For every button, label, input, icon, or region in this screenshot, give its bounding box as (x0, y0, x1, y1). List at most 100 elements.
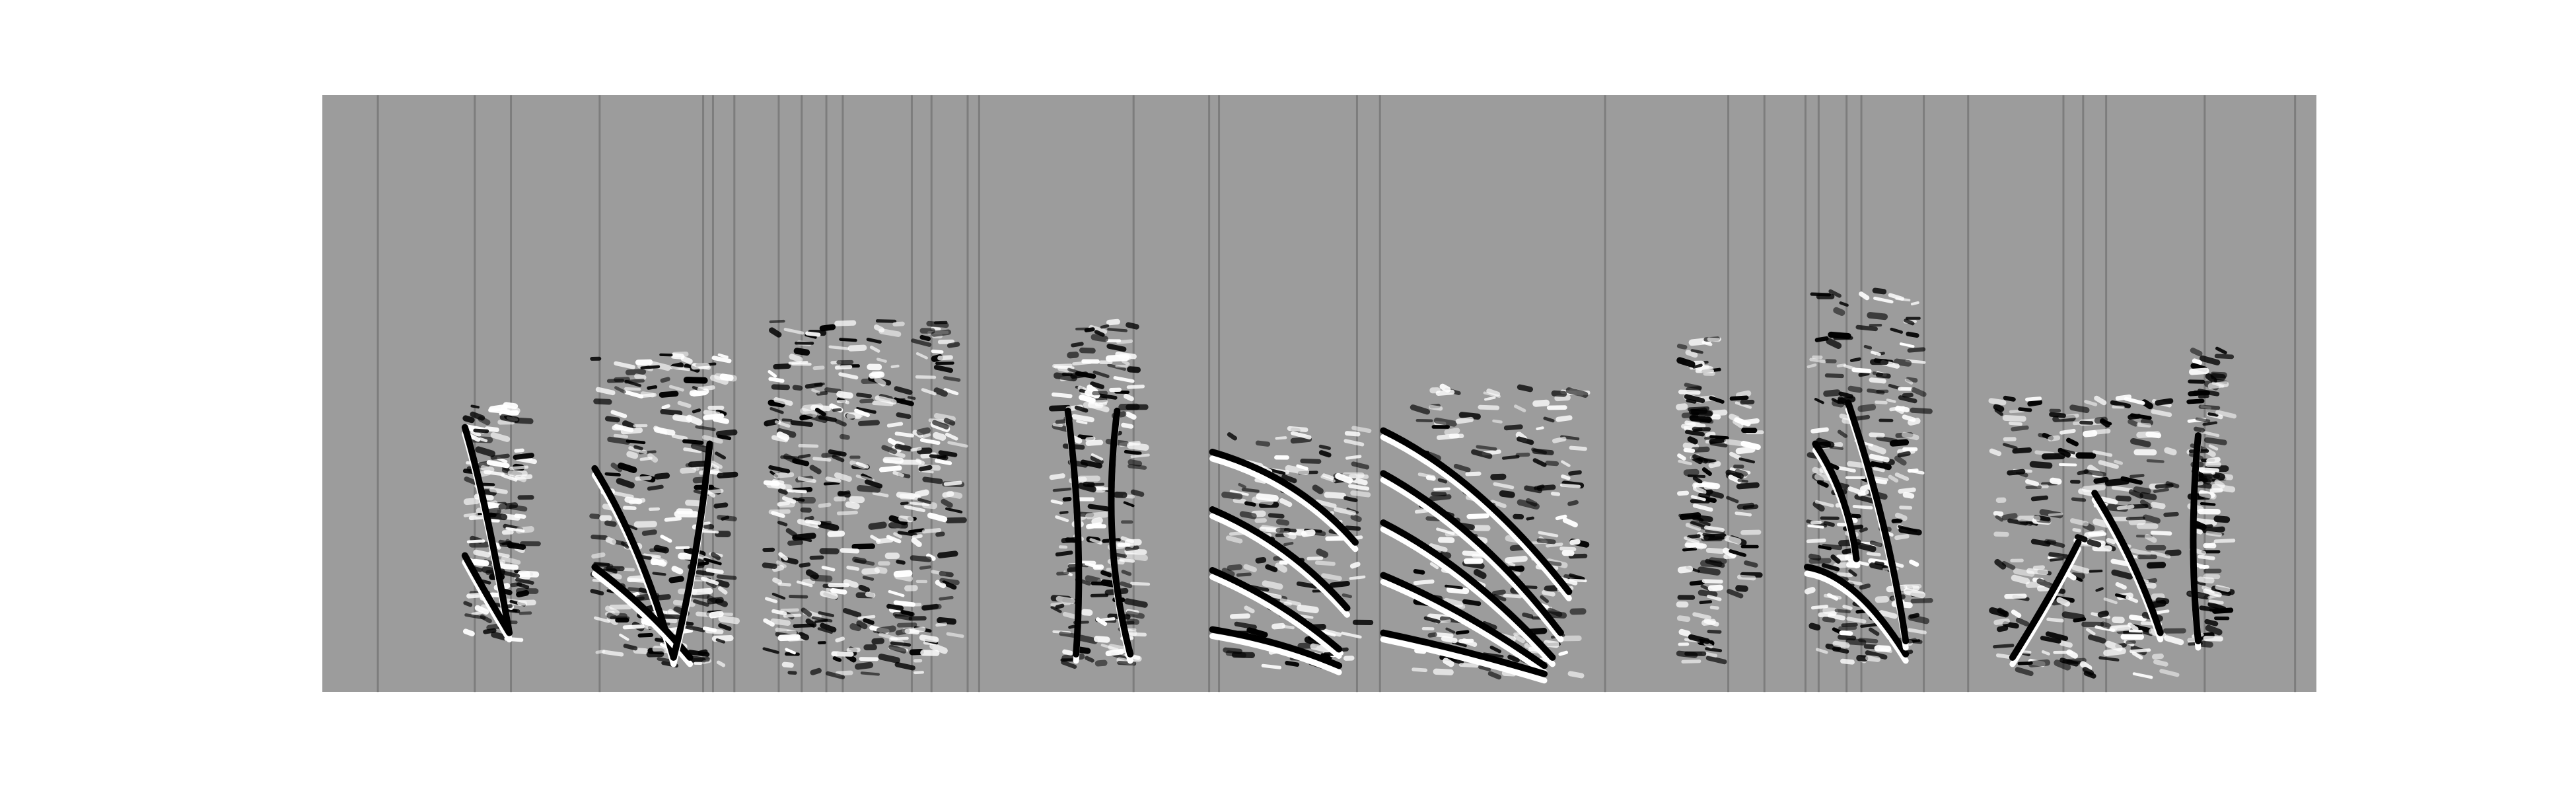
wavelet (1441, 636, 1458, 644)
wavelet (1681, 660, 1701, 663)
wavelet (2081, 484, 2106, 492)
wavelet (1836, 465, 1856, 473)
wavelet (886, 603, 904, 611)
wavelet (1234, 621, 1257, 630)
wavelet (1709, 435, 1729, 440)
wavelet (1558, 650, 1569, 656)
wavelet (2040, 636, 2061, 644)
wavelet (2025, 397, 2042, 402)
wavelet (1898, 527, 1922, 536)
wavelet (640, 391, 655, 398)
wavelet (893, 532, 903, 539)
wavelet (1735, 390, 1752, 398)
wavelet (1275, 519, 1290, 526)
wavelet (1569, 578, 1587, 583)
wavelet (2198, 467, 2220, 473)
wavelet (2011, 425, 2029, 432)
wavelet (2069, 518, 2089, 527)
wavelet (717, 434, 732, 441)
wavelet (1349, 561, 1361, 569)
wavelet (1855, 324, 1878, 332)
wavelet (1736, 482, 1760, 490)
wavelet (614, 424, 634, 433)
wavelet (1503, 593, 1522, 599)
wavelet (1343, 496, 1358, 503)
wavelet (2202, 526, 2225, 534)
wavelet (1707, 337, 1721, 342)
wavelet (888, 589, 905, 597)
wavelet (814, 407, 826, 417)
wavelet (1899, 342, 1915, 348)
wavelet (900, 502, 909, 506)
wavelet (2114, 459, 2124, 465)
wavelet (593, 562, 610, 566)
wavelet (2072, 528, 2081, 533)
wavelet (672, 351, 689, 358)
wavelet (499, 414, 520, 423)
wavelet (1911, 387, 1927, 397)
wavelet (823, 481, 840, 486)
wavelet (1341, 631, 1362, 639)
wavelet (1902, 492, 1915, 499)
wavelet (1236, 572, 1252, 577)
wavelet (1262, 580, 1283, 590)
wavelet (933, 387, 948, 397)
wavelet (859, 398, 874, 404)
wavelet (1740, 441, 1761, 450)
wavelet (1491, 589, 1506, 596)
wavelet (647, 484, 664, 491)
wavelet (945, 517, 967, 523)
wavelet (1807, 524, 1824, 529)
wavelet (809, 465, 822, 474)
wavelet (1225, 535, 1243, 544)
wavelet (2038, 433, 2052, 439)
wavelet (515, 578, 534, 585)
wavelet (764, 418, 779, 427)
wavelet (1127, 366, 1141, 373)
wavelet (506, 608, 520, 613)
wavelet (709, 611, 724, 619)
wavelet (914, 489, 929, 498)
wavelet (894, 432, 914, 438)
wavelet (1074, 405, 1089, 413)
wavelet (2071, 497, 2087, 502)
wavelet (1909, 613, 1920, 619)
wavelet (1821, 563, 1840, 572)
wavelet (1085, 575, 1101, 584)
wavelet (1085, 522, 1102, 529)
wavelet (1085, 656, 1094, 663)
wavelet (1687, 534, 1701, 539)
wavelet (2084, 400, 2098, 406)
wavelet (2003, 443, 2018, 450)
wavelet (1894, 534, 1910, 541)
wavelet (1705, 432, 1716, 438)
wavelet (1062, 497, 1072, 502)
wavelet (660, 535, 672, 543)
wavelet (2032, 565, 2046, 570)
wavelet (1507, 654, 1520, 663)
wavelet (764, 597, 778, 603)
wavelet (2211, 381, 2225, 388)
wavelet (1810, 605, 1829, 610)
wavelet (769, 319, 785, 324)
wavelet (849, 623, 862, 632)
wavelet (1705, 656, 1727, 665)
wavelet (1895, 297, 1911, 302)
wavelet (869, 371, 885, 379)
wavelet (862, 576, 875, 581)
wavelet (1857, 404, 1877, 412)
wavelet (1865, 655, 1881, 662)
wavelet (1283, 531, 1297, 540)
reflection-white (1209, 574, 1342, 659)
wavelet (2215, 346, 2227, 355)
wavelet (1723, 547, 1736, 558)
wavelet (516, 582, 530, 589)
wavelet (2094, 395, 2107, 406)
wavelet (798, 443, 819, 448)
wavelet (1853, 414, 1871, 421)
wavelet (1709, 557, 1727, 564)
wavelet (1676, 403, 1688, 410)
wavelet (856, 620, 868, 630)
wavelet (860, 671, 880, 676)
wavelet (1439, 383, 1451, 393)
